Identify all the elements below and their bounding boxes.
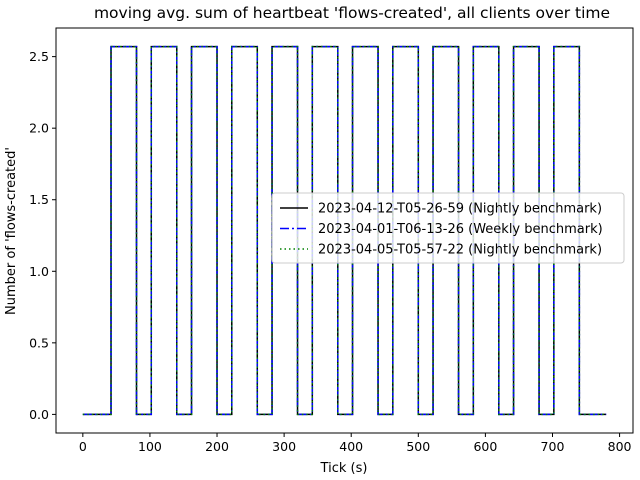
legend-label-2: 2023-04-01-T06-13-26 (Weekly benchmark) [318, 222, 603, 237]
x-tick-label: 800 [608, 439, 632, 454]
x-tick-label: 700 [541, 439, 565, 454]
legend-label-1: 2023-04-12-T05-26-59 (Nightly benchmark) [318, 202, 602, 217]
y-axis-ticks: 0.0 0.5 1.0 1.5 2.0 2.5 [29, 49, 56, 422]
x-tick-label: 500 [406, 439, 430, 454]
y-tick-label: 0.5 [29, 335, 49, 350]
series-group [82, 45, 607, 416]
x-axis-ticks: 0 100 200 300 400 500 600 700 800 [79, 433, 632, 454]
x-tick-label: 0 [79, 439, 87, 454]
series-line-3 [82, 45, 607, 416]
x-tick-label: 200 [205, 439, 229, 454]
chart-title: moving avg. sum of heartbeat 'flows-crea… [94, 4, 610, 22]
legend: 2023-04-12-T05-26-59 (Nightly benchmark)… [271, 192, 625, 264]
y-tick-label: 2.0 [29, 121, 49, 136]
x-tick-label: 300 [272, 439, 296, 454]
y-tick-label: 0.0 [29, 407, 49, 422]
x-tick-label: 600 [473, 439, 497, 454]
y-tick-label: 1.5 [29, 192, 49, 207]
axes-frame [55, 27, 634, 434]
y-tick-label: 1.0 [29, 264, 49, 279]
y-tick-label: 2.5 [29, 49, 49, 64]
x-tick-label: 400 [339, 439, 363, 454]
x-axis-label: Tick (s) [320, 461, 368, 476]
legend-label-3: 2023-04-05-T05-57-22 (Nightly benchmark) [318, 243, 602, 258]
x-tick-label: 100 [138, 439, 162, 454]
legend-box [271, 192, 625, 264]
y-axis-label: Number of 'flows-created' [4, 147, 19, 315]
